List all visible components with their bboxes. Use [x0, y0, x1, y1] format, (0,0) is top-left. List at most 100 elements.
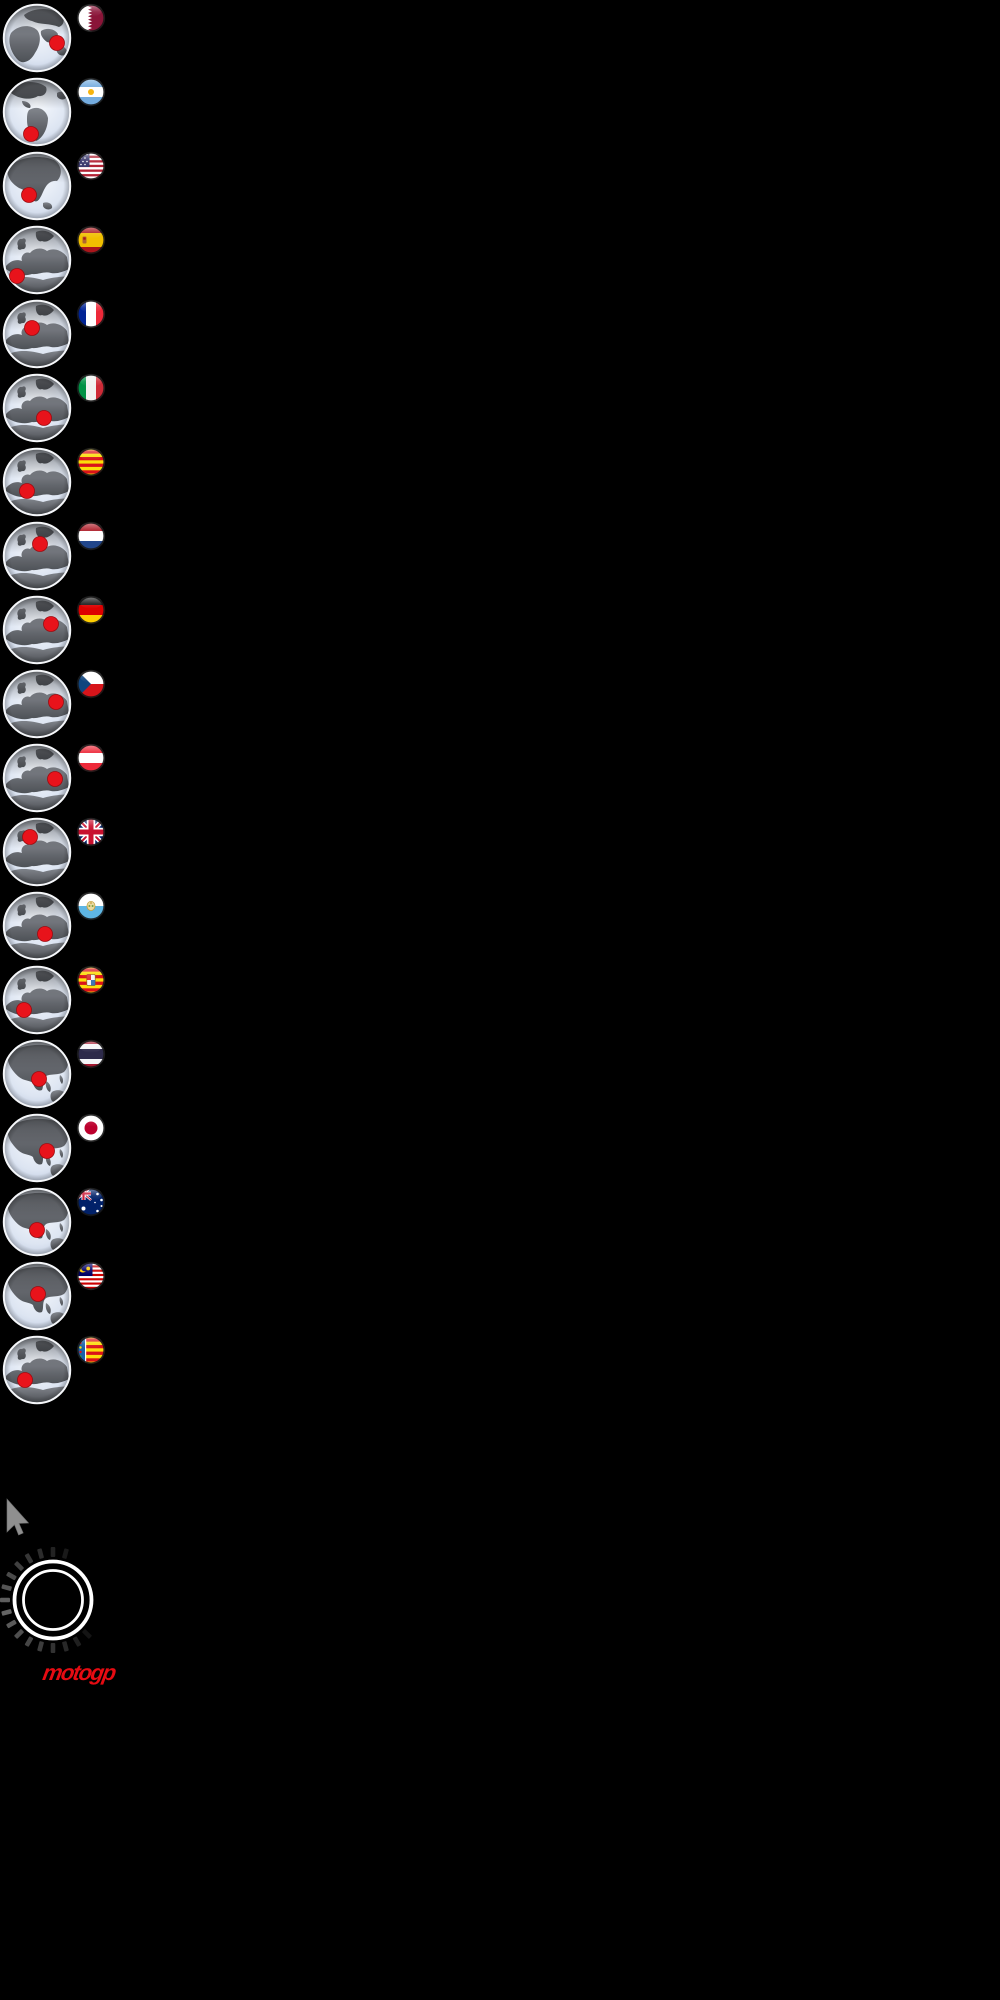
event-item-thailand[interactable] — [0, 1039, 112, 1111]
location-dot — [48, 694, 64, 710]
flag-usa-icon — [76, 151, 106, 181]
flag-ring — [76, 965, 106, 995]
location-dot — [32, 536, 48, 552]
globe-valencia-icon — [2, 1335, 72, 1405]
globe-italy-icon — [2, 373, 72, 443]
location-dot — [17, 1372, 33, 1388]
globe-argentina-icon — [2, 77, 72, 147]
event-item-great-britain[interactable] — [0, 817, 112, 889]
location-dot — [43, 616, 59, 632]
globe-germany-icon — [2, 595, 72, 665]
globe-australia-icon — [2, 1187, 72, 1257]
event-item-australia[interactable] — [0, 1187, 112, 1259]
flag-australia-icon — [76, 1187, 106, 1217]
flag-gloss — [80, 226, 102, 239]
flag-netherlands-icon — [76, 521, 106, 551]
location-dot — [9, 268, 25, 284]
location-dot — [21, 187, 37, 203]
flag-czech-republic-icon — [76, 669, 106, 699]
flag-san-marino-icon — [76, 891, 106, 921]
flag-france-icon — [76, 299, 106, 329]
flag-uk-icon — [76, 817, 106, 847]
globe-aragon-icon — [2, 965, 72, 1035]
flag-ring — [76, 743, 106, 773]
globe-netherlands-icon — [2, 521, 72, 591]
flag-gloss — [80, 892, 102, 905]
flag-japan-icon — [76, 1113, 106, 1143]
globe-malaysia-icon — [2, 1261, 72, 1331]
flag-gloss — [80, 1114, 102, 1127]
flag-gloss — [80, 1336, 102, 1349]
event-item-italy[interactable] — [0, 373, 112, 445]
event-item-malaysia[interactable] — [0, 1261, 112, 1333]
flag-aragon-icon — [76, 965, 106, 995]
flag-ring — [76, 447, 106, 477]
location-dot — [29, 1222, 45, 1238]
globe-austria-icon — [2, 743, 72, 813]
flag-gloss — [80, 78, 102, 91]
globe-catalunya-icon — [2, 447, 72, 517]
motogp-logo[interactable]: motogp — [40, 1660, 117, 1685]
event-item-argentina[interactable] — [0, 77, 112, 149]
globe-thailand-icon — [2, 1039, 72, 1109]
event-item-japan[interactable] — [0, 1113, 112, 1185]
loading-spinner — [0, 1547, 94, 1653]
location-dot — [36, 410, 52, 426]
flag-ring — [76, 225, 106, 255]
flag-valencia-icon — [76, 1335, 106, 1365]
flag-gloss — [80, 596, 102, 609]
flag-malaysia-icon — [76, 1261, 106, 1291]
globe-qatar-icon — [2, 3, 72, 73]
globe-spain-icon — [2, 225, 72, 295]
flag-ring — [76, 595, 106, 625]
flag-gloss — [80, 1262, 102, 1275]
flag-catalonia-icon — [76, 447, 106, 477]
event-item-catalunya[interactable] — [0, 447, 112, 519]
flag-gloss — [80, 152, 102, 165]
event-item-qatar[interactable] — [0, 3, 112, 75]
event-item-aragon[interactable] — [0, 965, 112, 1037]
event-item-spain[interactable] — [0, 225, 112, 297]
flag-ring — [76, 1187, 106, 1217]
spinner-inner-ring — [22, 1569, 84, 1631]
event-item-netherlands[interactable] — [0, 521, 112, 593]
spinner-ticks — [0, 1547, 92, 1653]
location-dot — [31, 1071, 47, 1087]
flag-ring — [76, 77, 106, 107]
flag-gloss — [80, 744, 102, 757]
location-dot — [24, 320, 40, 336]
flag-gloss — [80, 670, 102, 683]
flag-gloss — [80, 374, 102, 387]
flag-spain-icon — [76, 225, 106, 255]
flag-ring — [76, 1335, 106, 1365]
location-dot — [30, 1286, 46, 1302]
event-item-czech-republic[interactable] — [0, 669, 112, 741]
globe-france-icon — [2, 299, 72, 369]
location-dot — [16, 1002, 32, 1018]
flag-ring — [76, 299, 106, 329]
event-item-americas[interactable] — [0, 151, 112, 223]
flag-ring — [76, 817, 106, 847]
globe-czech-republic-icon — [2, 669, 72, 739]
globe-americas-icon — [2, 151, 72, 221]
flag-ring — [76, 1113, 106, 1143]
event-item-san-marino[interactable] — [0, 891, 112, 963]
flag-argentina-icon — [76, 77, 106, 107]
flag-gloss — [80, 300, 102, 313]
location-dot — [49, 35, 65, 51]
flag-ring — [76, 891, 106, 921]
event-item-germany[interactable] — [0, 595, 112, 667]
location-dot — [19, 483, 35, 499]
flag-ring — [76, 3, 106, 33]
globe-san-marino-icon — [2, 891, 72, 961]
event-item-france[interactable] — [0, 299, 112, 371]
event-item-austria[interactable] — [0, 743, 112, 815]
flag-germany-icon — [76, 595, 106, 625]
flag-ring — [76, 521, 106, 551]
event-item-valencia[interactable] — [0, 1335, 112, 1407]
location-dot — [37, 926, 53, 942]
flag-gloss — [80, 522, 102, 535]
flag-ring — [76, 669, 106, 699]
flag-ring — [76, 1261, 106, 1291]
